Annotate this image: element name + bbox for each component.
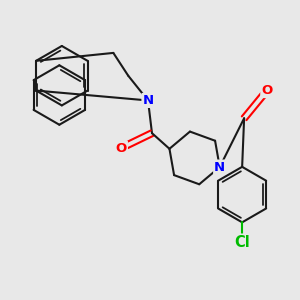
Text: O: O [261,84,272,97]
Text: Cl: Cl [234,235,250,250]
Text: N: N [214,160,225,174]
Text: N: N [142,94,154,107]
Text: O: O [116,142,127,154]
